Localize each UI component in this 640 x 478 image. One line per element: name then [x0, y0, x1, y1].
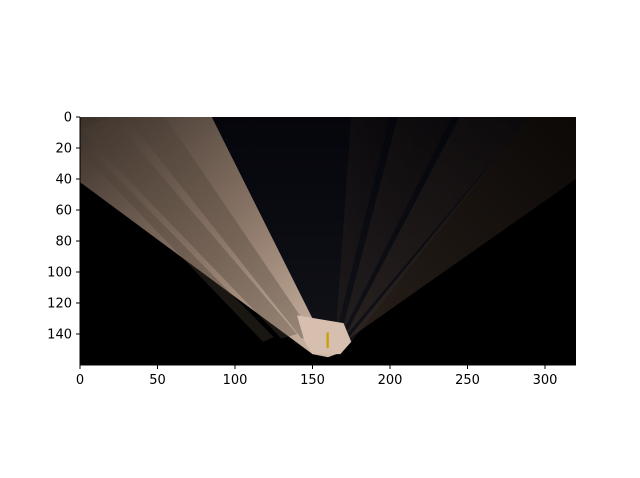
near-floor-patch: [297, 315, 352, 355]
y-axis: 0 20 40 60 80 100 120 140: [47, 111, 80, 343]
x-tick-label-50: 50: [149, 373, 166, 388]
floor-stripe-1: [80, 117, 297, 339]
right-ray-1: [335, 117, 390, 334]
floor-stripe-3: [126, 117, 313, 339]
x-tick-label-250: 250: [455, 373, 480, 388]
x-tick-label-200: 200: [378, 373, 403, 388]
x-tick-label-150: 150: [300, 373, 325, 388]
y-tick-label-140: 140: [47, 328, 72, 343]
right-ray-3: [343, 117, 530, 339]
image-plot-area: [79, 117, 576, 366]
agent-marker: [326, 332, 329, 348]
y-tick-label-60: 60: [55, 204, 72, 219]
y-tick-label-40: 40: [55, 173, 72, 188]
x-tick-label-300: 300: [533, 373, 558, 388]
y-tick-label-80: 80: [55, 235, 72, 250]
x-axis: 0 50 100 150 200 250 300: [76, 365, 558, 388]
lit-floor-fan: [80, 117, 352, 358]
right-ray-2: [340, 117, 452, 338]
y-tick-label-100: 100: [47, 266, 72, 281]
y-tick-label-20: 20: [55, 142, 72, 157]
right-ray-4: [346, 117, 576, 341]
y-tick-label-0: 0: [64, 111, 72, 126]
x-tick-label-100: 100: [223, 373, 248, 388]
floor-stripe-2: [80, 151, 274, 342]
y-tick-label-120: 120: [47, 297, 72, 312]
x-tick-label-0: 0: [76, 373, 84, 388]
